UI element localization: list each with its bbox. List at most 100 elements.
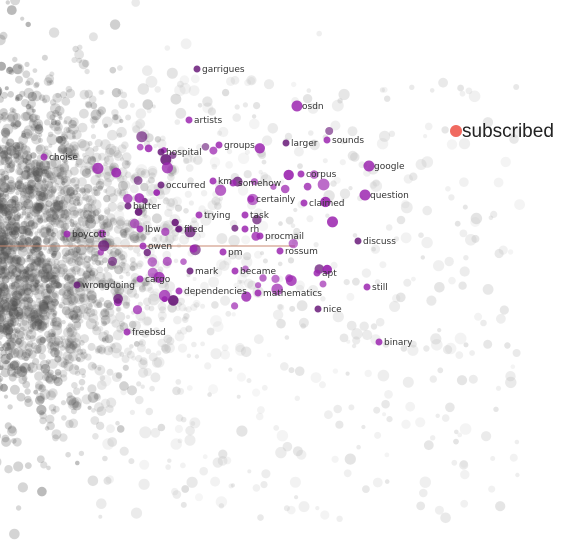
neighbor-point-nice[interactable] xyxy=(314,305,322,313)
neighbor-point-owen[interactable] xyxy=(139,242,147,250)
neighbor-point[interactable] xyxy=(259,274,267,282)
neighbor-point[interactable] xyxy=(184,226,196,238)
neighbor-point[interactable] xyxy=(97,249,105,256)
neighbor-point[interactable] xyxy=(153,189,161,197)
neighbor-point[interactable] xyxy=(158,289,171,302)
neighbor-point-boycott[interactable] xyxy=(63,230,71,238)
neighbor-point[interactable] xyxy=(136,131,148,143)
neighbor-point-garrigues[interactable] xyxy=(193,65,201,73)
neighbor-point-corpus[interactable] xyxy=(297,170,305,178)
neighbor-point-procmail[interactable] xyxy=(256,232,264,240)
neighbor-point[interactable] xyxy=(133,176,143,185)
neighbor-point[interactable] xyxy=(325,127,334,135)
neighbor-point[interactable] xyxy=(241,291,252,302)
neighbor-point[interactable] xyxy=(169,151,177,159)
neighbor-point-mathematics[interactable] xyxy=(254,289,262,297)
neighbor-point[interactable] xyxy=(322,264,333,275)
neighbor-point[interactable] xyxy=(134,208,143,216)
neighbor-point-lbw[interactable] xyxy=(136,225,144,233)
neighbor-point[interactable] xyxy=(132,305,143,315)
neighbor-point[interactable] xyxy=(168,295,179,306)
neighbor-point[interactable] xyxy=(288,238,298,249)
neighbor-point[interactable] xyxy=(162,256,172,266)
neighbor-point[interactable] xyxy=(283,169,294,181)
neighbor-point[interactable] xyxy=(231,224,239,232)
neighbor-point-still[interactable] xyxy=(363,283,371,291)
neighbor-point-mark[interactable] xyxy=(186,267,194,275)
neighbor-point[interactable] xyxy=(144,144,153,153)
neighbor-point-trying[interactable] xyxy=(195,211,203,219)
neighbor-point-km[interactable] xyxy=(209,177,217,185)
neighbor-point[interactable] xyxy=(180,258,187,266)
neighbor-point-became[interactable] xyxy=(231,267,239,275)
neighbor-point-choise[interactable] xyxy=(40,153,48,161)
selected-point[interactable] xyxy=(450,125,462,137)
neighbor-point-apt[interactable] xyxy=(313,269,321,277)
neighbor-point-wrongdoing[interactable] xyxy=(73,281,81,289)
neighbor-point[interactable] xyxy=(319,280,327,288)
neighbor-point[interactable] xyxy=(285,275,297,286)
neighbor-point-discuss[interactable] xyxy=(354,237,362,245)
neighbor-point[interactable] xyxy=(317,178,330,191)
neighbor-point[interactable] xyxy=(320,196,331,208)
nearest-neighbor-points[interactable] xyxy=(40,65,383,346)
neighbor-point[interactable] xyxy=(189,244,198,253)
neighbor-point-rossum[interactable] xyxy=(276,247,284,255)
neighbor-point[interactable] xyxy=(92,162,104,174)
neighbor-point-cargo[interactable] xyxy=(136,275,144,283)
neighbor-point-binary[interactable] xyxy=(375,338,383,346)
neighbor-point-freebsd[interactable] xyxy=(123,328,131,336)
neighbor-point[interactable] xyxy=(280,184,290,194)
neighbor-point-task[interactable] xyxy=(241,211,249,219)
neighbor-point[interactable] xyxy=(147,267,158,278)
neighbor-point[interactable] xyxy=(147,257,158,267)
neighbor-point[interactable] xyxy=(209,146,218,155)
neighbor-point-artists[interactable] xyxy=(185,116,193,124)
neighbor-point-question[interactable] xyxy=(359,189,371,201)
neighbor-point-google[interactable] xyxy=(363,160,375,172)
neighbor-point[interactable] xyxy=(270,183,277,190)
neighbor-point[interactable] xyxy=(123,193,133,204)
neighbor-point-filed[interactable] xyxy=(175,225,183,233)
neighbor-point[interactable] xyxy=(271,274,280,283)
neighbor-point-osdn[interactable] xyxy=(291,100,303,112)
neighbor-point-pm[interactable] xyxy=(219,248,227,256)
neighbor-point-butter[interactable] xyxy=(124,202,132,210)
neighbor-point[interactable] xyxy=(161,162,173,174)
neighbor-point[interactable] xyxy=(201,143,210,151)
neighbor-point[interactable] xyxy=(161,227,170,236)
neighbor-point[interactable] xyxy=(255,282,262,289)
selected-word-marker[interactable]: subscribed xyxy=(450,121,554,142)
neighbor-point[interactable] xyxy=(215,184,227,196)
neighbor-point[interactable] xyxy=(134,193,145,203)
neighbor-point[interactable] xyxy=(107,256,118,266)
neighbor-point[interactable] xyxy=(143,248,151,257)
neighbor-point[interactable] xyxy=(254,143,265,154)
neighbor-point[interactable] xyxy=(252,215,262,225)
neighbor-point[interactable] xyxy=(242,265,249,273)
neighbor-point[interactable] xyxy=(271,283,284,296)
neighbor-point-rh[interactable] xyxy=(241,225,249,233)
neighbor-point-certainly[interactable] xyxy=(247,195,255,203)
neighbor-point[interactable] xyxy=(111,167,122,178)
neighbor-point-claimed[interactable] xyxy=(300,199,308,207)
neighbor-point[interactable] xyxy=(231,302,239,310)
neighbor-point-larger[interactable] xyxy=(282,139,290,147)
neighbor-point[interactable] xyxy=(309,170,319,179)
neighbor-point-somehow[interactable] xyxy=(229,179,237,187)
neighbor-point-groups[interactable] xyxy=(215,141,223,149)
neighbor-point[interactable] xyxy=(327,216,338,228)
neighbor-point[interactable] xyxy=(136,143,144,151)
neighbor-point-occurred[interactable] xyxy=(157,181,165,189)
neighbor-point-hospital[interactable] xyxy=(157,148,165,156)
neighbor-point[interactable] xyxy=(250,178,258,186)
neighbor-point[interactable] xyxy=(303,182,312,191)
neighbor-point[interactable] xyxy=(171,218,179,227)
neighbor-point-dependencies[interactable] xyxy=(175,287,183,295)
neighbor-point[interactable] xyxy=(98,240,110,252)
neighbor-point[interactable] xyxy=(113,293,123,304)
neighbor-point[interactable] xyxy=(97,229,107,238)
neighbor-point-sounds[interactable] xyxy=(323,136,331,144)
